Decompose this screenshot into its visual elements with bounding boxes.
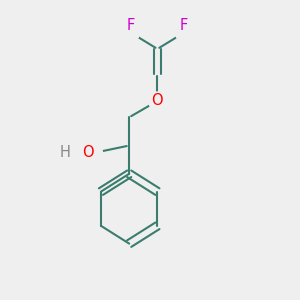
- Text: O: O: [82, 146, 94, 160]
- Circle shape: [56, 144, 74, 162]
- Circle shape: [148, 92, 166, 110]
- Text: H: H: [60, 146, 71, 160]
- Circle shape: [175, 24, 193, 41]
- Text: F: F: [180, 18, 188, 33]
- Text: F: F: [127, 18, 135, 33]
- Circle shape: [122, 24, 140, 41]
- Text: O: O: [152, 94, 163, 109]
- Circle shape: [85, 144, 102, 162]
